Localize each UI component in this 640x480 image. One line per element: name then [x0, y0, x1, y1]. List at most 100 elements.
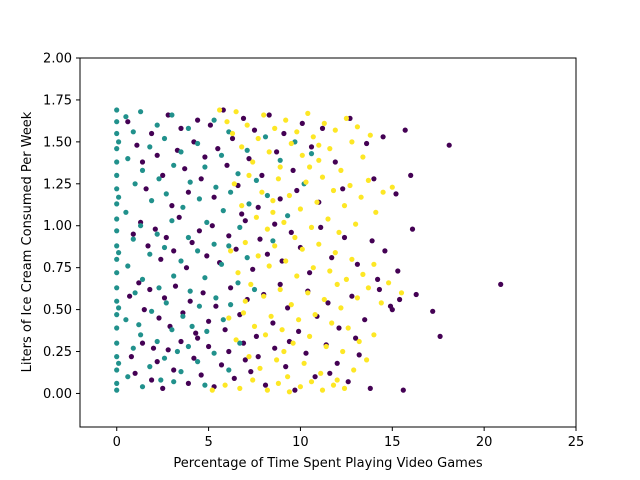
scatter-point-s2-42 [314, 199, 320, 205]
scatter-point-s2-60 [261, 293, 267, 299]
scatter-point-s2-51 [365, 177, 371, 183]
scatter-point-s2-58 [248, 281, 254, 287]
scatter-point-s0-59 [189, 239, 195, 246]
scatter-point-s1-24 [116, 250, 122, 256]
scatter-point-s2-3 [233, 109, 239, 115]
scatter-point-s2-107 [356, 338, 362, 345]
scatter-point-s0-131 [178, 338, 184, 345]
scatter-point-s2-123 [307, 164, 313, 170]
scatter-point-s1-71 [187, 179, 193, 185]
scatter-point-s2-25 [354, 124, 360, 130]
scatter-point-s0-68 [257, 236, 263, 242]
scatter-point-s0-69 [264, 251, 270, 257]
scatter-point-s1-8 [114, 216, 120, 222]
scatter-point-s1-2 [114, 130, 120, 137]
scatter-point-s0-105 [277, 281, 283, 287]
scatter-point-s0-74 [307, 270, 313, 276]
scatter-point-s2-66 [294, 273, 300, 279]
scatter-point-s2-120 [330, 382, 337, 388]
scatter-point-s0-99 [228, 285, 234, 291]
y-axis-ticks: 0.00 0.25 0.50 0.75 1.00 1.25 1.50 1.75 2.00 [43, 52, 80, 402]
scatter-point-s2-105 [345, 325, 351, 331]
scatter-point-s2-31 [253, 214, 259, 220]
scatter-point-s1-58 [161, 355, 168, 361]
scatter-point-s1-78 [196, 303, 202, 309]
y-tick-label: 2.00 [43, 52, 72, 67]
scatter-point-s1-86 [213, 184, 219, 190]
scatter-point-s1-25 [116, 305, 122, 311]
x-tick-label: 25 [568, 435, 585, 450]
scatter-point-s0-41 [408, 172, 414, 178]
scatter-point-s0-66 [242, 218, 248, 224]
scatter-point-s1-108 [262, 134, 269, 140]
scatter-point-s0-134 [198, 372, 204, 378]
scatter-point-s1-11 [114, 256, 120, 262]
scatter-point-s2-79 [365, 285, 371, 291]
scatter-point-s1-65 [178, 149, 184, 155]
scatter-point-s1-100 [237, 224, 243, 230]
scatter-point-s0-5 [154, 152, 160, 158]
scatter-point-s2-41 [308, 224, 315, 230]
scatter-point-s2-33 [264, 226, 270, 232]
scatter-point-s2-49 [353, 221, 359, 227]
scatter-point-s1-87 [211, 241, 217, 247]
scatter-point-s2-45 [330, 187, 337, 194]
scatter-point-s2-121 [341, 385, 348, 391]
scatter-point-s0-37 [364, 140, 370, 147]
scatter-point-s2-30 [246, 172, 252, 178]
scatter-point-s0-112 [349, 293, 355, 299]
scatter-point-s2-76 [349, 256, 355, 262]
scatter-point-s1-60 [171, 162, 177, 168]
scatter-point-s2-63 [277, 286, 283, 293]
x-tick-label: 15 [384, 435, 401, 450]
scatter-point-s1-107 [251, 286, 258, 293]
scatter-point-s0-24 [240, 115, 247, 121]
scatter-point-s2-84 [226, 315, 232, 321]
scatter-point-s2-85 [233, 337, 239, 343]
scatter-point-s2-56 [235, 270, 241, 276]
scatter-point-s0-137 [218, 362, 225, 368]
scatter-point-s1-59 [169, 112, 175, 118]
scatter-point-s0-72 [288, 229, 294, 235]
scatter-point-s1-64 [171, 379, 177, 385]
scatter-point-s0-19 [215, 146, 221, 152]
scatter-point-s0-71 [279, 258, 285, 264]
scatter-point-s0-128 [160, 385, 166, 391]
scatter-point-s1-92 [218, 261, 225, 267]
scatter-point-s1-1 [114, 119, 120, 125]
scatter-point-s1-53 [154, 338, 160, 345]
scatter-point-s0-104 [270, 320, 276, 326]
scatter-point-s0-43 [371, 176, 377, 182]
plot-frame [79, 57, 577, 428]
scatter-point-s2-27 [367, 132, 373, 138]
scatter-point-s2-29 [239, 203, 245, 209]
scatter-point-s1-68 [180, 313, 186, 319]
scatter-point-s2-88 [251, 323, 258, 329]
scatter-point-s0-39 [402, 127, 408, 133]
scatter-point-s1-7 [114, 201, 120, 207]
scatter-point-s0-141 [248, 369, 254, 375]
points-layer [114, 107, 504, 395]
scatter-point-s0-129 [165, 347, 171, 353]
scatter-point-s0-44 [340, 186, 346, 192]
scatter-point-s0-78 [354, 261, 360, 267]
scatter-point-s0-15 [198, 176, 204, 182]
scatter-point-s2-126 [334, 281, 340, 287]
scatter-point-s2-7 [255, 135, 261, 142]
scatter-point-s0-96 [206, 318, 212, 324]
scatter-point-s0-135 [206, 343, 212, 350]
scatter-point-s0-94 [193, 330, 199, 336]
scatter-point-s2-119 [319, 387, 326, 393]
scatter-point-s1-40 [138, 223, 144, 229]
scatter-point-s2-118 [308, 379, 315, 385]
scatter-point-s2-106 [351, 367, 357, 373]
scatter-point-s1-35 [130, 236, 136, 242]
scatter-point-s1-117 [158, 377, 164, 383]
scatter-point-s2-100 [318, 370, 324, 376]
scatter-point-s2-102 [329, 320, 335, 326]
scatter-point-s2-81 [378, 300, 384, 306]
scatter-point-s2-97 [301, 360, 307, 366]
scatter-point-s2-6 [250, 159, 256, 165]
scatter-point-s2-61 [266, 263, 272, 269]
